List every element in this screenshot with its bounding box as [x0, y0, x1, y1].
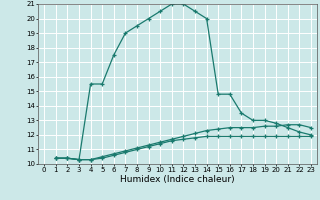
X-axis label: Humidex (Indice chaleur): Humidex (Indice chaleur): [120, 175, 235, 184]
